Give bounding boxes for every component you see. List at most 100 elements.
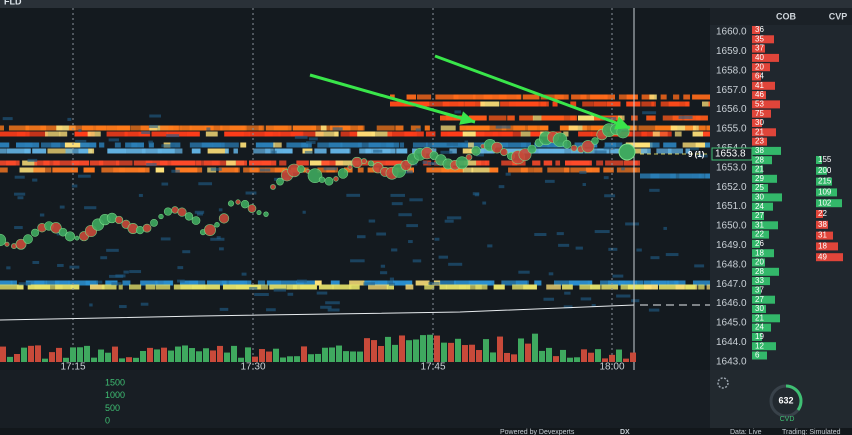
volume-bar <box>469 344 475 362</box>
heat-cell <box>459 284 467 290</box>
volume-bar <box>280 357 286 362</box>
heat-cell <box>138 167 150 173</box>
heat-cell <box>424 125 430 131</box>
cob-value: 20 <box>755 258 764 267</box>
cob-value: 27 <box>755 211 764 220</box>
heat-cell <box>68 125 94 131</box>
heat-cell <box>582 183 586 187</box>
cob-bar <box>752 109 771 118</box>
heat-cell <box>648 308 660 312</box>
heat-cell <box>287 292 294 296</box>
heat-cell <box>320 125 327 131</box>
heat-cell <box>234 167 240 173</box>
volume-bar <box>210 350 216 362</box>
heat-cell <box>498 94 521 100</box>
heat-cell <box>405 284 414 290</box>
price-label: 1647.0 <box>716 279 747 290</box>
heat-cell <box>239 280 248 286</box>
heat-cell <box>45 131 61 137</box>
heat-cell <box>363 282 375 286</box>
cob-bar <box>752 305 766 313</box>
heat-cell <box>406 94 417 100</box>
heat-cell <box>415 128 421 132</box>
heat-cell <box>65 148 89 154</box>
heat-cell <box>564 291 571 295</box>
trade-bubble <box>4 241 10 247</box>
cob-bar <box>752 128 776 137</box>
heat-cell <box>18 282 31 286</box>
heat-cell <box>346 193 361 197</box>
heat-cell <box>658 284 685 290</box>
heat-cell <box>119 167 145 173</box>
heat-cell <box>6 266 11 270</box>
heat-cell <box>122 280 131 286</box>
heat-cell <box>522 94 540 100</box>
heat-cell <box>89 303 93 307</box>
volume-bar <box>91 357 97 362</box>
settings-icon[interactable] <box>717 377 729 389</box>
volume-bar <box>609 354 615 362</box>
heat-cell <box>296 160 309 166</box>
heat-cell <box>446 115 453 121</box>
heat-cell <box>278 131 302 137</box>
heat-cell <box>327 308 340 312</box>
heat-cell <box>249 160 271 166</box>
heat-cell <box>24 142 40 148</box>
heat-cell <box>673 94 680 100</box>
cob-value: 36 <box>755 25 764 34</box>
heat-cell <box>264 131 281 137</box>
cob-bar <box>752 230 769 239</box>
heat-cell <box>692 280 710 286</box>
heat-cell <box>55 280 71 286</box>
heat-cell <box>299 131 324 137</box>
heat-cell <box>468 280 492 286</box>
heat-cell <box>446 216 462 220</box>
cob-value: 29 <box>755 174 764 183</box>
trade-bubble <box>150 218 158 227</box>
heat-cell <box>218 167 238 173</box>
heat-cell <box>129 284 142 290</box>
price-label: 1657.0 <box>716 85 747 96</box>
cob-value: 18 <box>755 248 764 257</box>
heat-cell <box>376 232 387 236</box>
heat-cell <box>422 160 428 164</box>
heat-cell <box>160 237 171 241</box>
heat-cell <box>590 284 601 290</box>
heat-cell <box>219 247 224 251</box>
heat-cell <box>6 148 31 154</box>
cvd-tick: 0 <box>105 415 110 425</box>
heat-cell <box>273 288 286 292</box>
heat-cell <box>84 206 97 210</box>
heat-cell <box>625 222 640 226</box>
cob-bar <box>752 221 778 230</box>
trade-bubble <box>158 213 164 220</box>
price-trail <box>0 304 635 321</box>
volume-bar <box>567 357 573 362</box>
volume-bar <box>189 348 195 362</box>
heat-cell <box>540 101 549 107</box>
heat-cell <box>207 148 228 154</box>
heat-cell <box>47 148 73 154</box>
heat-cell <box>708 101 710 107</box>
heat-cell <box>471 167 492 173</box>
cvp-header: CVP <box>829 11 848 21</box>
heat-cell <box>205 131 218 137</box>
heat-cell <box>571 148 584 154</box>
cob-bar <box>752 119 762 127</box>
heat-cell <box>391 202 403 206</box>
heat-cell <box>593 101 607 107</box>
heat-cell <box>429 101 450 107</box>
heat-cell <box>476 160 487 166</box>
trade-bubble <box>204 224 216 236</box>
heat-cell <box>683 94 690 100</box>
heat-cell <box>339 125 363 131</box>
cvp-bar <box>816 188 837 197</box>
cvp-bar <box>816 210 823 218</box>
volume-bar <box>35 345 41 362</box>
heat-cell <box>692 94 710 100</box>
cob-value: 33 <box>755 276 764 285</box>
heat-cell <box>425 142 434 148</box>
tab-title[interactable]: FLD <box>4 0 22 6</box>
volume-bar <box>630 352 636 362</box>
heat-cell <box>140 280 158 286</box>
